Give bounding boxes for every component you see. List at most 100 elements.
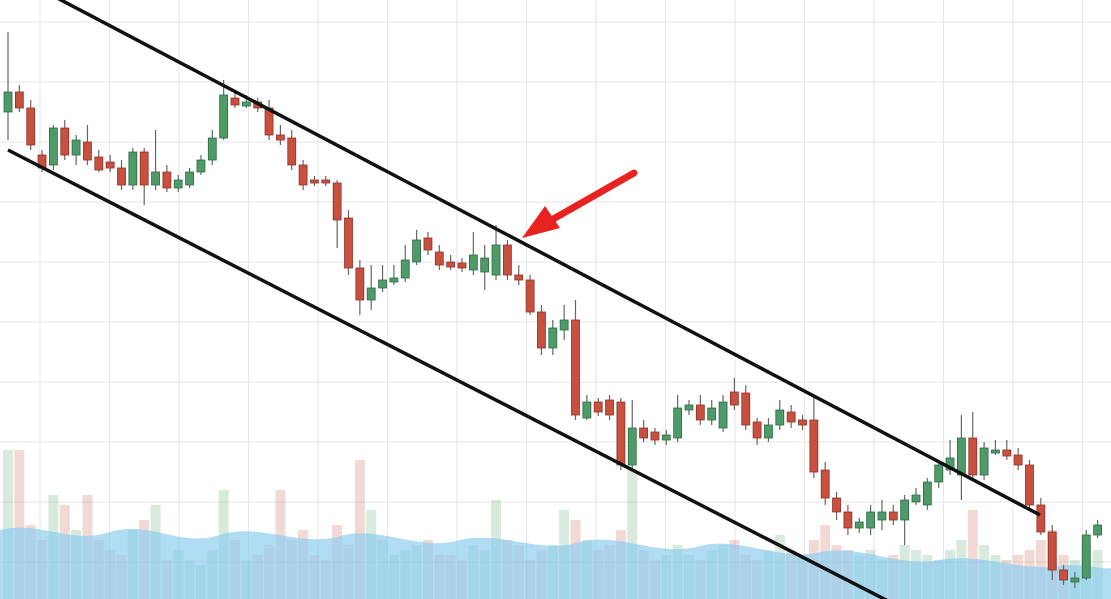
- candle-body: [287, 137, 297, 166]
- candle-body: [957, 437, 966, 476]
- volume-bar: [14, 450, 25, 599]
- candle-body: [117, 167, 126, 186]
- candle-body: [650, 431, 660, 441]
- arrow-head: [522, 206, 560, 238]
- candle-body: [730, 391, 739, 406]
- candle-body: [593, 401, 603, 413]
- candle-body: [332, 182, 342, 221]
- candle-body: [582, 401, 592, 419]
- candle-body: [548, 327, 558, 349]
- candle-body: [1036, 504, 1046, 533]
- candle-body: [128, 151, 138, 186]
- candle-body: [786, 411, 796, 423]
- candle-body: [1025, 464, 1034, 506]
- candle-body: [559, 319, 569, 331]
- candle-body: [310, 179, 319, 184]
- candle-body: [230, 97, 240, 106]
- candle-body: [718, 401, 728, 429]
- candle-body: [1081, 534, 1091, 579]
- candle-body: [185, 171, 195, 186]
- candle-body: [491, 244, 501, 276]
- candle-body: [832, 497, 841, 513]
- candle-body: [525, 279, 535, 313]
- candle-body: [798, 419, 807, 426]
- candle-body: [366, 287, 376, 301]
- candle-body: [1002, 449, 1012, 457]
- candle-body: [752, 421, 762, 439]
- candle-body: [60, 127, 70, 156]
- candle-body: [1093, 524, 1102, 536]
- candle-body: [139, 151, 149, 186]
- candle-body: [378, 279, 387, 289]
- candle-body: [298, 164, 308, 186]
- candle-body: [707, 407, 717, 421]
- candle-body: [400, 259, 410, 279]
- candle-body: [71, 139, 81, 156]
- candle-body: [321, 179, 331, 184]
- candle-body: [627, 427, 637, 466]
- volume-bar: [627, 470, 638, 599]
- candle-body: [911, 494, 921, 503]
- candle-body: [355, 267, 365, 301]
- candle-body: [94, 156, 104, 171]
- candle-body: [241, 101, 251, 107]
- candle-body: [151, 171, 160, 186]
- candle-body: [1013, 454, 1023, 466]
- candle-body: [695, 404, 705, 421]
- upper-trendline: [57, 0, 1041, 517]
- candle-body: [446, 261, 456, 268]
- candle-body: [673, 407, 683, 439]
- candle-body: [843, 511, 853, 529]
- lower-trendline: [7, 148, 888, 599]
- candle-body: [162, 171, 172, 189]
- candle-body: [83, 141, 92, 161]
- candle-body: [173, 179, 183, 189]
- candle-body: [571, 319, 580, 416]
- candle-body: [866, 511, 875, 529]
- candle-body: [537, 311, 546, 349]
- candle-body: [196, 159, 206, 173]
- candle-body: [900, 499, 910, 521]
- candle-body: [922, 481, 932, 506]
- candle-body: [275, 134, 285, 141]
- candle-body: [502, 244, 512, 276]
- candle-body: [979, 447, 989, 476]
- candle-body: [991, 449, 1000, 454]
- candle-body: [616, 401, 626, 466]
- candle-body: [661, 434, 671, 441]
- volume-bar: [354, 460, 365, 599]
- candle-body: [389, 277, 399, 283]
- candle-body: [1047, 531, 1057, 571]
- volume-area: [0, 527, 1111, 599]
- candle-body: [968, 437, 978, 476]
- candle-body: [423, 237, 433, 251]
- candle-body: [219, 94, 229, 139]
- candle-body: [684, 404, 694, 411]
- volume-bar: [3, 450, 13, 599]
- candle-body: [809, 419, 819, 473]
- candle-body: [854, 521, 864, 529]
- candle-body: [480, 257, 490, 273]
- candle-body: [26, 107, 36, 146]
- candle-body: [741, 392, 751, 426]
- candle-body: [344, 217, 353, 269]
- candle-body: [1070, 577, 1080, 583]
- arrow: [522, 169, 638, 238]
- candle-body: [14, 91, 24, 109]
- candle-body: [820, 469, 830, 499]
- candle-body: [888, 511, 898, 521]
- candle-body: [934, 464, 944, 483]
- arrow-shaft: [544, 169, 638, 226]
- candle-body: [207, 137, 217, 161]
- candle-body: [412, 239, 422, 263]
- candle-body: [877, 511, 887, 521]
- candle-body: [605, 399, 614, 416]
- volume-bar: [967, 510, 978, 599]
- candle-body: [514, 274, 524, 281]
- candle-body: [1059, 569, 1068, 581]
- candle-body: [434, 251, 444, 266]
- candle-body: [639, 427, 648, 439]
